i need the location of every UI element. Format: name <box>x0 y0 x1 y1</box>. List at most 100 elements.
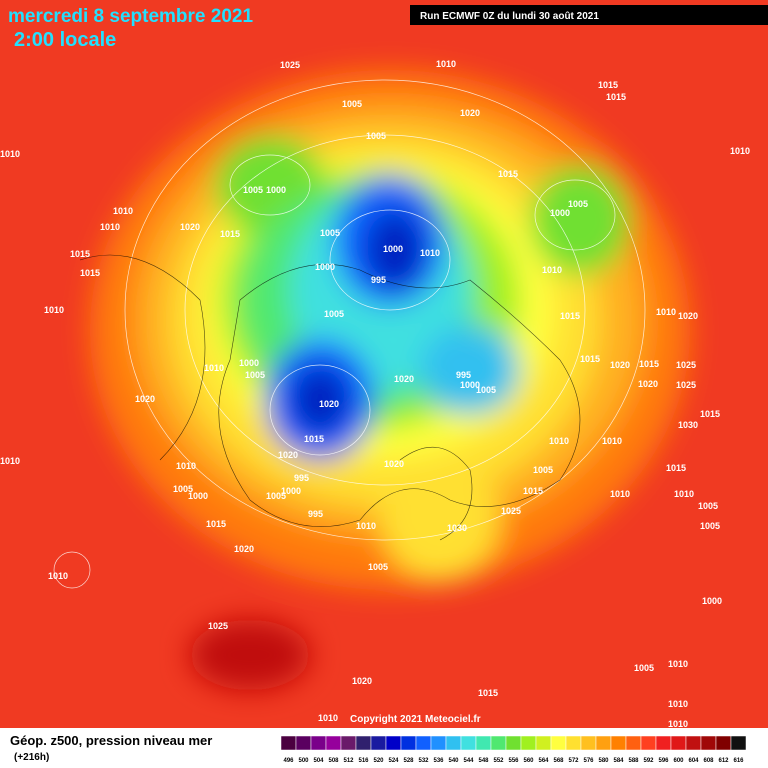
colorbar-swatch <box>460 735 477 751</box>
isobar-label: 1020 <box>135 394 155 404</box>
isobar-label: 1015 <box>220 229 240 239</box>
colorbar-swatch <box>580 735 597 751</box>
isobar-label: 1020 <box>352 676 372 686</box>
colorbar-swatch <box>625 735 642 751</box>
colorbar-label: 504 <box>313 758 324 764</box>
isobar-label: 1005 <box>324 309 344 319</box>
colorbar-swatch <box>370 735 387 751</box>
colorbar-swatch <box>295 735 312 751</box>
colorbar-label: 580 <box>598 758 609 764</box>
isobar-label: 1000 <box>315 262 335 272</box>
isobar-label: 1030 <box>678 420 698 430</box>
colorbar-label: 496 <box>283 758 294 764</box>
isobar-label: 1005 <box>366 131 386 141</box>
map-field <box>0 0 768 728</box>
isobar-label: 1010 <box>542 265 562 275</box>
isobar-label: 1015 <box>304 434 324 444</box>
colorbar-label: 596 <box>658 758 669 764</box>
isobar-label: 1020 <box>610 360 630 370</box>
colorbar-label: 524 <box>388 758 399 764</box>
colorbar-swatch <box>550 735 567 751</box>
isobar-label: 1015 <box>523 486 543 496</box>
isobar-label: 1020 <box>234 544 254 554</box>
colorbar-swatch <box>610 735 627 751</box>
isobar-label: 1010 <box>100 222 120 232</box>
colorbar-swatch <box>325 735 342 751</box>
colorbar-swatch <box>430 735 447 751</box>
isobar-label: 1010 <box>318 713 338 723</box>
isobar-label: 1005 <box>266 491 286 501</box>
isobar-label: 1020 <box>394 374 414 384</box>
colorbar-label: 556 <box>508 758 519 764</box>
isobar-label: 1010 <box>0 149 20 159</box>
isobar-label: 1000 <box>239 358 259 368</box>
isobar-label: 1005 <box>320 228 340 238</box>
isobar-label: 1020 <box>638 379 658 389</box>
colorbar-swatch <box>310 735 327 751</box>
isobar-label: 1005 <box>173 484 193 494</box>
colorbar-swatch <box>520 735 537 751</box>
field-name: Géop. z500, pression niveau mer <box>10 733 212 748</box>
colorbar-swatch <box>490 735 507 751</box>
colorbar-label: 540 <box>448 758 459 764</box>
isobar-label: 1005 <box>568 199 588 209</box>
colorbar-swatch <box>475 735 492 751</box>
isobar-label: 1000 <box>281 486 301 496</box>
isobar-label: 1015 <box>498 169 518 179</box>
isobar-label: 1010 <box>730 146 750 156</box>
isobar-label: 1005 <box>700 521 720 531</box>
isobar-label: 1020 <box>180 222 200 232</box>
colorbar-label: 544 <box>463 758 474 764</box>
isobar-label: 1010 <box>0 456 20 466</box>
isobar-label: 1000 <box>188 491 208 501</box>
colorbar: 496 500 504 508 512 516 520 524 528 532 536 540 544 5… <box>280 735 747 764</box>
isobar-label: 1015 <box>598 80 618 90</box>
colorbar-swatch <box>340 735 357 751</box>
isobar-label: 1005 <box>243 185 263 195</box>
colorbar-swatch <box>355 735 372 751</box>
colorbar-swatch <box>400 735 417 751</box>
isobar-label: 1015 <box>70 249 90 259</box>
isobar-label: 995 <box>308 509 323 519</box>
colorbar-swatch <box>655 735 672 751</box>
isobar-label: 1010 <box>549 436 569 446</box>
time-title: 2:00 locale <box>14 29 116 51</box>
colorbar-swatch <box>700 735 717 751</box>
run-info: Run ECMWF 0Z du lundi 30 août 2021 <box>420 11 599 22</box>
colorbar-swatch <box>445 735 462 751</box>
colorbar-swatch <box>730 735 747 751</box>
colorbar-label: 568 <box>553 758 564 764</box>
colorbar-label: 532 <box>418 758 429 764</box>
isobar-label: 995 <box>456 370 471 380</box>
isobar-label: 995 <box>371 275 386 285</box>
run-box <box>410 5 768 25</box>
isobar-label: 1010 <box>44 305 64 315</box>
isobar-label: 1020 <box>678 311 698 321</box>
colorbar-swatch <box>565 735 582 751</box>
isobar-label: 1000 <box>266 185 286 195</box>
colorbar-label: 500 <box>298 758 309 764</box>
isobar-label: 1010 <box>668 719 688 729</box>
colorbar-swatch <box>385 735 402 751</box>
colorbar-label: 584 <box>613 758 624 764</box>
isobar-label: 1030 <box>447 523 467 533</box>
isobar-label: 1015 <box>666 463 686 473</box>
isobar-label: 1015 <box>700 409 720 419</box>
colorbar-swatch <box>640 735 657 751</box>
lead-time: (+216h) <box>14 752 49 763</box>
isobar-label: 1020 <box>460 108 480 118</box>
colorbar-swatch <box>415 735 432 751</box>
colorbar-label: 572 <box>568 758 579 764</box>
colorbar-swatch <box>595 735 612 751</box>
colorbar-label: 552 <box>493 758 504 764</box>
colorbar-swatch <box>715 735 732 751</box>
isobar-label: 1005 <box>634 663 654 673</box>
isobar-label: 1000 <box>702 596 722 606</box>
isobar-label: 1020 <box>319 399 339 409</box>
colorbar-label: 608 <box>703 758 714 764</box>
isobar-label: 1005 <box>476 385 496 395</box>
isobar-label: 1005 <box>368 562 388 572</box>
colorbar-swatch <box>280 735 297 751</box>
colorbar-label: 616 <box>733 758 744 764</box>
